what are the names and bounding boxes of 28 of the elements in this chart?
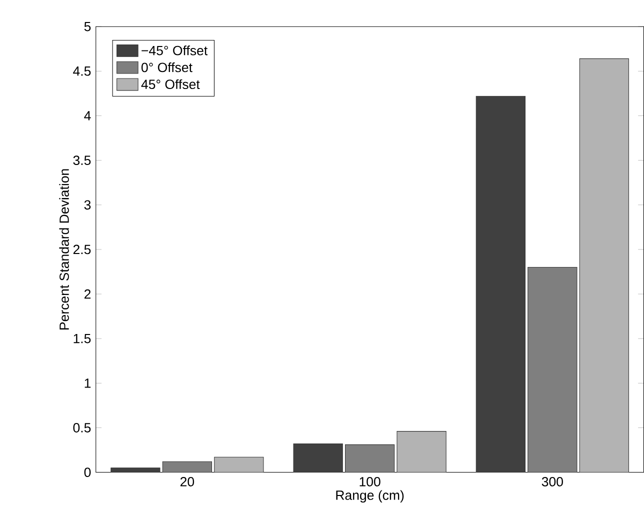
legend-label: 0° Offset <box>141 62 192 72</box>
bar <box>476 96 526 472</box>
y-tick-label: 3 <box>84 200 91 210</box>
legend-label: 45° Offset <box>141 79 200 90</box>
bar <box>396 431 446 472</box>
bar <box>162 462 212 472</box>
y-tick-label: 1.5 <box>74 334 91 344</box>
y-tick-label: 3.5 <box>73 156 91 166</box>
x-tick-label: 20 <box>180 477 194 486</box>
x-axis-title: Range (cm) <box>336 490 404 503</box>
y-tick-label: 1 <box>84 378 91 388</box>
y-tick-label: 2 <box>84 289 91 299</box>
y-tick-label: 0 <box>84 468 91 478</box>
bar <box>345 444 395 472</box>
bar <box>528 267 578 472</box>
y-axis-title: Percent Standard Deviation <box>59 169 69 330</box>
x-tick-label: 100 <box>360 477 380 486</box>
y-tick-label: 5 <box>84 22 91 32</box>
y-tick-label: 4 <box>84 111 91 120</box>
bar <box>110 468 160 472</box>
x-tick-label: 300 <box>542 477 563 486</box>
y-tick-label: 4.5 <box>73 66 91 76</box>
bar <box>293 444 343 472</box>
y-tick-label: 0.5 <box>73 423 91 432</box>
legend-label: −45° Offset <box>142 46 208 56</box>
y-tick-label: 2.5 <box>73 244 91 254</box>
bar <box>579 58 629 472</box>
bar <box>214 456 264 472</box>
